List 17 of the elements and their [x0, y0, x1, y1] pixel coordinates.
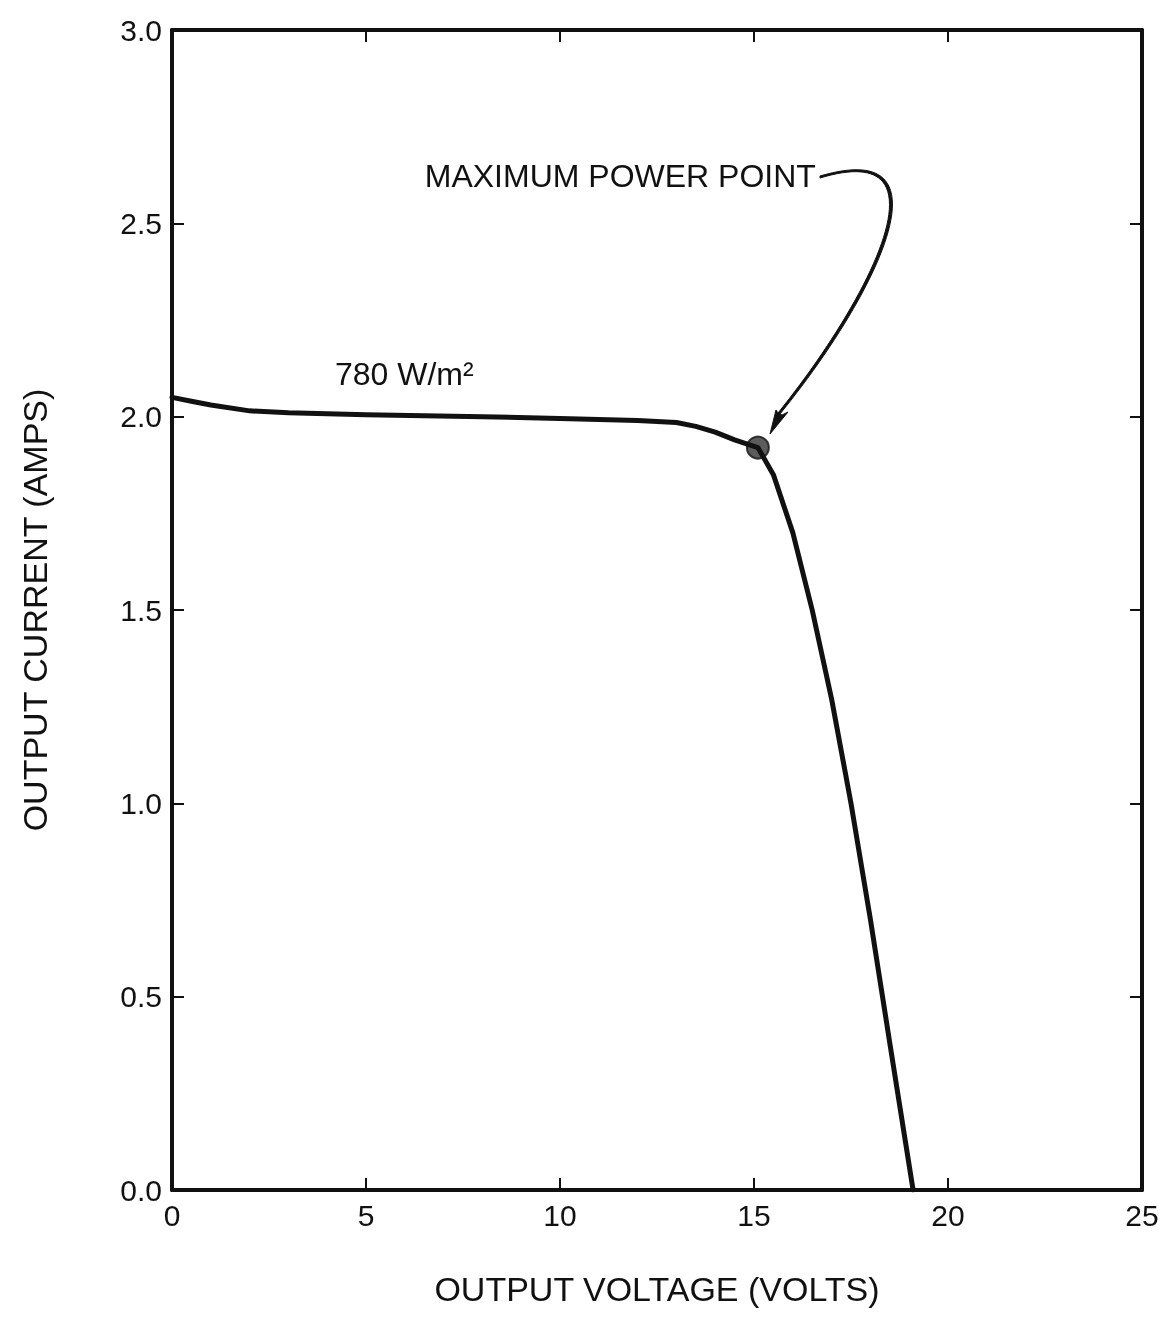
y-tick-label: 3.0	[120, 13, 162, 47]
annotation: 780 W/m²	[334, 355, 474, 392]
y-axis-title: OUTPUT CURRENT (AMPS)	[16, 388, 54, 832]
x-tick-label: 25	[1125, 1198, 1159, 1232]
annotation: MAXIMUM POWER POINT	[424, 157, 816, 194]
y-tick-label: 1.0	[120, 786, 162, 820]
y-tick-label: 2.5	[120, 206, 162, 240]
y-tick-label: 0.5	[120, 980, 162, 1014]
y-tick-label: 2.0	[120, 400, 162, 434]
x-tick-label: 20	[931, 1198, 965, 1232]
x-tick-label: 10	[543, 1198, 577, 1232]
x-tick-label: 0	[163, 1198, 181, 1232]
y-tick-label: 0.0	[120, 1173, 162, 1207]
y-tick-label: 1.5	[120, 593, 162, 627]
x-tick-label: 15	[737, 1198, 771, 1232]
x-tick-label: 5	[357, 1198, 375, 1232]
x-axis-title: OUTPUT VOLTAGE (VOLTS)	[434, 1270, 880, 1308]
